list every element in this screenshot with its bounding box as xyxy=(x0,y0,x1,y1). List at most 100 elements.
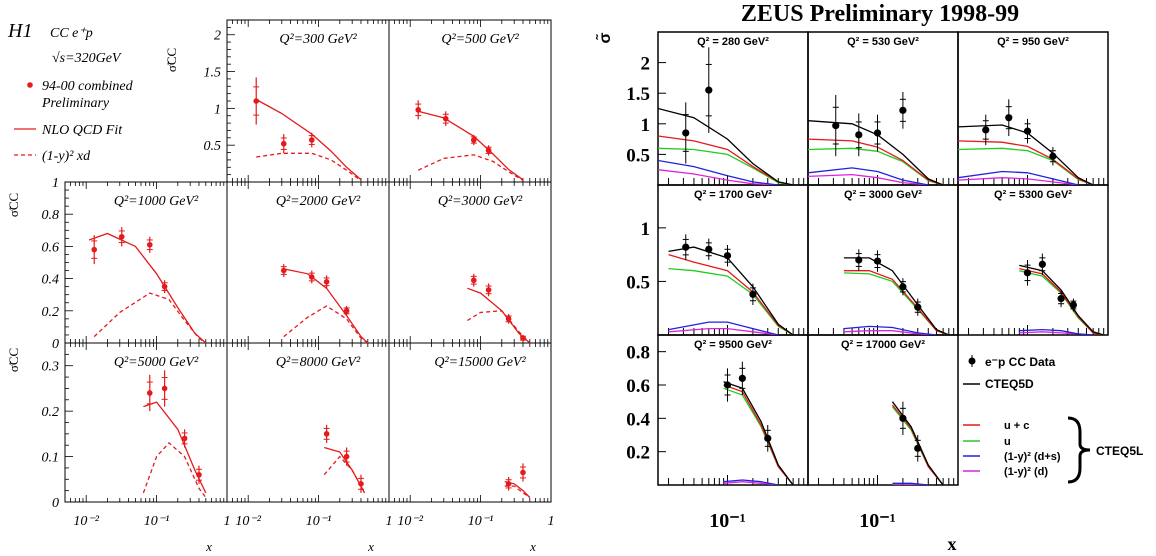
h1-dashed-curve xyxy=(504,485,531,499)
zeus-data-point xyxy=(738,374,746,382)
zeus-panel-frame xyxy=(957,184,1109,336)
h1-panel-label: Q²=1000 GeV² xyxy=(114,194,199,209)
zeus-curve-ds xyxy=(658,159,779,185)
zeus-curve-uc xyxy=(843,270,950,335)
zeus-data-point xyxy=(682,129,690,137)
h1-legend-label: Preliminary xyxy=(41,96,110,111)
zeus-panel-label: Q² = 1700 GeV² xyxy=(694,189,772,201)
zeus-y-tick-label: 0.8 xyxy=(626,343,650,364)
zeus-data-point xyxy=(705,245,713,253)
h1-y-axis-label-text: σ̃CC xyxy=(164,48,179,72)
h1-y-axis-label-text: σ̃CC xyxy=(6,193,21,217)
zeus-data-point xyxy=(723,381,732,389)
zeus-panel-curves xyxy=(1019,264,1104,335)
zeus-panel-label: Q² = 280 GeV² xyxy=(697,36,769,48)
h1-fit-curve xyxy=(418,110,524,181)
zeus-panel-curves xyxy=(658,107,794,185)
h1-dashed-curve xyxy=(467,310,531,344)
zeus-curve-ds xyxy=(892,482,929,485)
zeus-curve-cteq5d xyxy=(1019,264,1104,335)
h1-legend-marker xyxy=(27,82,33,88)
h1-y-tick-label: 0.8 xyxy=(42,208,60,223)
zeus-panel-curves xyxy=(668,246,794,335)
h1-data-point xyxy=(161,283,168,290)
zeus-curve-cteq5d xyxy=(843,257,950,335)
h1-process: CC e⁺p xyxy=(50,26,93,41)
zeus-curve-d xyxy=(668,327,779,335)
zeus-legend-label: e⁻p CC Data xyxy=(985,355,1056,369)
zeus-curve-cteq5d xyxy=(668,246,794,335)
h1-y-axis-label: σ̃CC xyxy=(6,193,21,217)
h1-data-point xyxy=(253,98,260,104)
zeus-y-tick-label: 0.5 xyxy=(626,145,650,166)
zeus-panel-frame xyxy=(657,184,809,336)
h1-x-axis-label: x xyxy=(205,539,212,554)
zeus-panel-label: Q² = 17000 GeV² xyxy=(841,339,925,351)
zeus-data-point xyxy=(705,86,713,94)
zeus-data-point xyxy=(899,106,907,114)
zeus-curve-d xyxy=(658,169,779,185)
zeus-curve-cteq5d xyxy=(658,107,794,185)
h1-fit-curve xyxy=(283,268,369,344)
zeus-panel-frame xyxy=(657,334,809,486)
zeus-data-point xyxy=(1057,294,1065,303)
zeus-data-point xyxy=(749,290,757,298)
zeus-x-tick-label: 10⁻¹ xyxy=(709,510,746,532)
h1-fit-curve xyxy=(324,446,366,494)
zeus-panel-frame xyxy=(957,31,1109,186)
h1-panel-label: Q²=300 GeV² xyxy=(279,32,357,47)
h1-data-point xyxy=(485,287,492,293)
h1-data-point xyxy=(343,308,350,314)
zeus-x-axis-label: x xyxy=(948,534,957,554)
h1-legend-label: (1-y)² xd xyxy=(42,149,91,164)
zeus-legend-label: (1-y)² (d) xyxy=(1004,466,1048,478)
h1-data-point xyxy=(470,137,477,143)
zeus-data-point xyxy=(1023,269,1032,277)
zeus-curve-ds xyxy=(808,167,929,185)
zeus-x-tick-label: 10⁻¹ xyxy=(859,510,896,532)
zeus-data-point xyxy=(873,129,882,137)
h1-x-tick-label: 10⁻¹ xyxy=(306,514,332,529)
h1-y-tick-label: 0.3 xyxy=(42,360,60,375)
zeus-data-point xyxy=(1049,152,1057,160)
zeus-curve-ds xyxy=(958,170,1079,185)
h1-data-point xyxy=(470,277,477,284)
zeus-data-point xyxy=(914,444,922,452)
h1-x-tick-label: 1 xyxy=(548,514,555,529)
h1-y-axis-label: σ̃CC xyxy=(6,348,21,372)
zeus-y-tick-label: 1 xyxy=(641,219,651,240)
zeus-data-point xyxy=(1038,260,1046,268)
zeus-panel-frame xyxy=(657,31,809,186)
h1-y-tick-label: 0.4 xyxy=(42,273,60,288)
h1-dashed-curve xyxy=(283,305,369,344)
zeus-panel-curves xyxy=(723,381,794,485)
zeus-curve-uc xyxy=(1019,267,1104,335)
h1-panel-label: Q²=3000 GeV² xyxy=(438,194,523,209)
h1-dashed-curve xyxy=(256,152,362,182)
zeus-curve-ds xyxy=(723,479,779,485)
zeus-y-tick-label: 1 xyxy=(641,115,651,136)
h1-panel-label: Q²=2000 GeV² xyxy=(276,194,361,209)
zeus-curve-d xyxy=(723,481,779,485)
h1-y-tick-label: 1 xyxy=(214,102,221,117)
h1-legend-label: NLO QCD Fit xyxy=(41,123,123,138)
h1-data-point xyxy=(308,274,315,280)
h1-data-point xyxy=(415,107,422,113)
h1-x-tick-label: 1 xyxy=(386,514,393,529)
zeus-title: ZEUS Preliminary 1998-99 xyxy=(741,1,1019,27)
h1-panel-label: Q²=8000 GeV² xyxy=(276,355,361,370)
zeus-panel-frame xyxy=(807,334,959,486)
zeus-data-point xyxy=(899,283,907,291)
zeus-curve-u xyxy=(668,267,794,335)
h1-data-point xyxy=(505,316,512,322)
zeus-panel-label: Q² = 9500 GeV² xyxy=(694,339,772,351)
h1-data-point xyxy=(280,267,287,274)
zeus-data-point xyxy=(899,414,907,422)
h1-y-tick-label: 1 xyxy=(52,176,59,191)
h1-y-tick-label: 0.5 xyxy=(204,139,222,154)
zeus-curve-d xyxy=(808,173,929,185)
zeus-panel-frame xyxy=(807,31,959,186)
zeus-y-tick-label: 2 xyxy=(641,54,651,75)
